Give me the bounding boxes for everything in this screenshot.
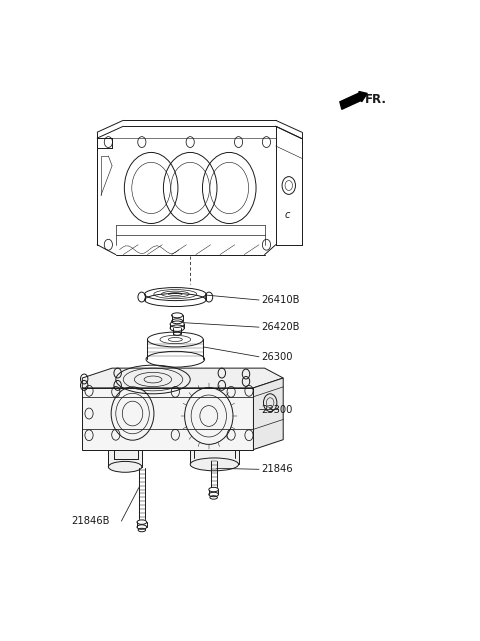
Text: 26300: 26300 [261, 352, 292, 362]
Text: FR.: FR. [365, 93, 387, 106]
Polygon shape [190, 449, 239, 464]
Ellipse shape [190, 458, 239, 470]
Text: 26410B: 26410B [261, 295, 300, 305]
Polygon shape [253, 378, 283, 449]
Text: 26420B: 26420B [261, 322, 300, 332]
Text: 21846B: 21846B [71, 516, 109, 526]
Polygon shape [108, 449, 142, 467]
Text: 23300: 23300 [261, 405, 292, 415]
Text: c: c [284, 210, 289, 220]
FancyArrow shape [340, 92, 367, 109]
Polygon shape [83, 368, 283, 388]
Ellipse shape [108, 462, 142, 472]
Text: 21846: 21846 [261, 464, 292, 474]
Polygon shape [83, 388, 253, 449]
